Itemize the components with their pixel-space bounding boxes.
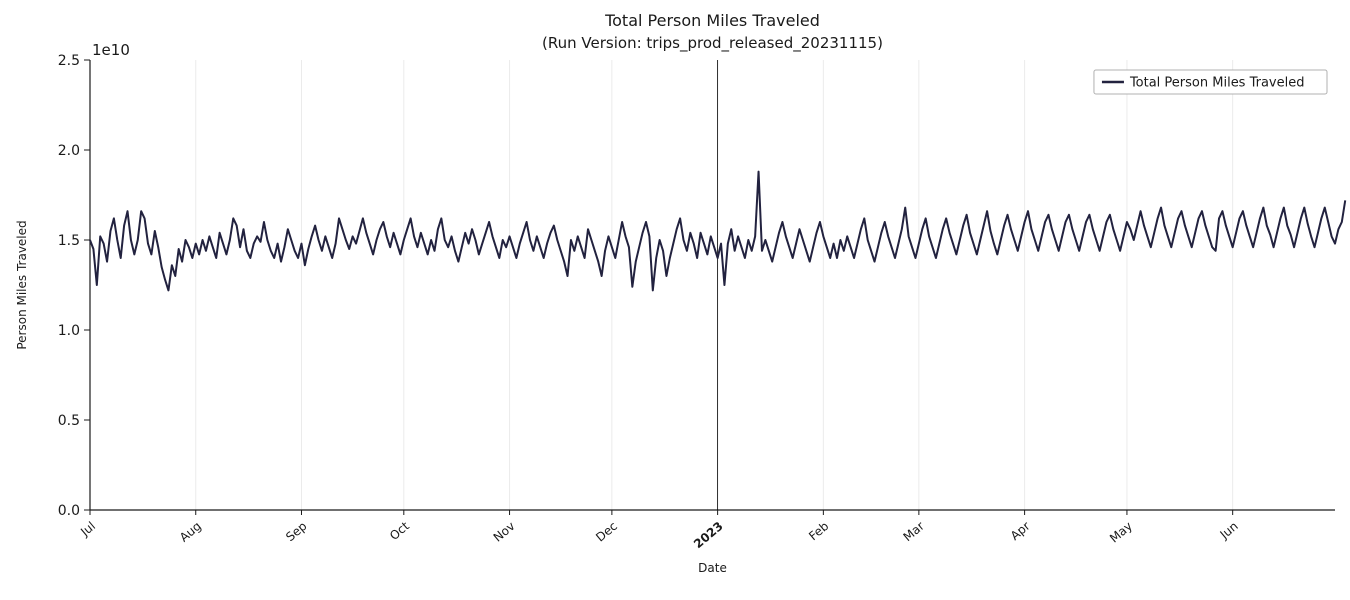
legend-label: Total Person Miles Traveled: [1129, 76, 1305, 91]
chart-svg: 0.00.51.01.52.02.5JulAugSepOctNovDec2023…: [0, 0, 1350, 600]
chart-subtitle: (Run Version: trips_prod_released_202311…: [542, 34, 883, 53]
chart-container: 0.00.51.01.52.02.5JulAugSepOctNovDec2023…: [0, 0, 1350, 600]
y-tick-label: 2.5: [58, 53, 80, 69]
y-tick-label: 2.0: [58, 143, 80, 159]
y-tick-label: 0.0: [58, 503, 80, 519]
x-axis-label: Date: [698, 561, 727, 575]
y-axis-label: Person Miles Traveled: [15, 220, 29, 349]
y-tick-label: 1.0: [58, 323, 80, 339]
chart-title: Total Person Miles Traveled: [604, 11, 820, 30]
y-exponent-label: 1e10: [92, 41, 130, 59]
y-tick-label: 0.5: [58, 413, 80, 429]
y-tick-label: 1.5: [58, 233, 80, 249]
